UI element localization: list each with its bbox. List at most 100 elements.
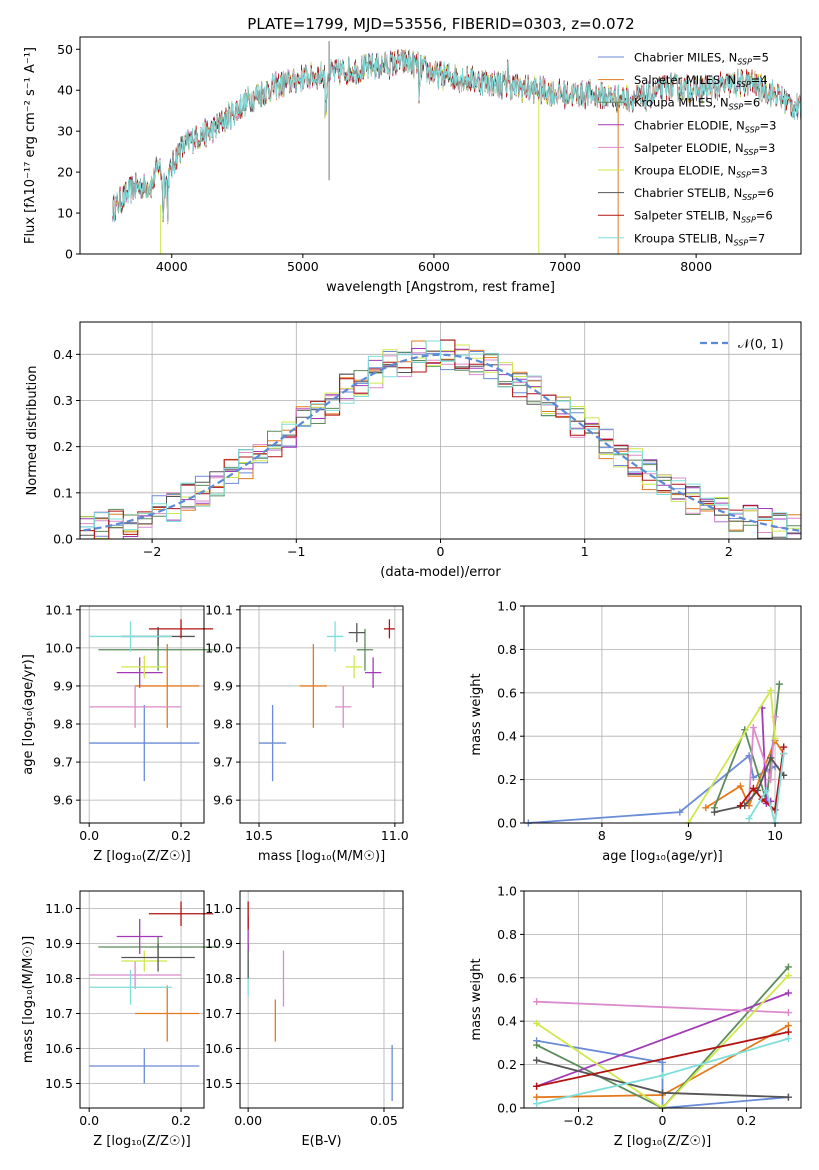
weight-line <box>536 1039 789 1109</box>
legend-label-count: =4 <box>751 73 768 87</box>
y-tick-label: 0.4 <box>497 729 517 744</box>
x-axis-label: Z [log₁₀(Z/Z☉)] <box>93 1134 190 1149</box>
weight-marker <box>702 804 710 812</box>
weight-marker <box>784 1022 792 1030</box>
data-point <box>299 644 327 728</box>
weight-marker <box>771 734 779 742</box>
x-axis-label: Z [log₁₀(Z/Z☉)] <box>614 1134 711 1149</box>
y-tick-label: 10.6 <box>45 1041 73 1056</box>
legend-label-text: Kroupa ELODIE, N <box>634 164 736 178</box>
x-tick-label: 0 <box>659 1113 667 1128</box>
x-axis-label: E(B-V) <box>301 1134 341 1149</box>
axes-frame <box>79 890 205 1109</box>
y-tick-label: 9.6 <box>53 793 73 808</box>
age_vs_Z-panel: 0.0 0.2 9.6 9.7 9.8 9.9 10.0 10.1 Z [log₁₀(Z/Z☉)… <box>21 602 218 864</box>
x-tick-label: −1 <box>287 544 305 559</box>
spectrum-plot-area <box>112 41 801 254</box>
weight-marker <box>749 784 757 792</box>
residuals-plot-area <box>80 339 801 539</box>
legend-label-count: =7 <box>748 231 765 245</box>
data-point <box>259 704 287 782</box>
legend-label: Kroupa ELODIE, NSSP=3 <box>634 164 768 180</box>
data-point <box>116 657 163 688</box>
figure-title: PLATE=1799, MJD=53556, FIBERID=0303, z=0… <box>247 15 634 33</box>
y-tick-label: 10.7 <box>205 1006 233 1021</box>
legend-label-count: =6 <box>757 186 774 200</box>
y-tick-label: 0.8 <box>497 927 517 942</box>
legend-label-subscript: SSP <box>734 238 749 247</box>
x-axis-label: wavelength [Angstrom, rest frame] <box>326 280 555 295</box>
x-tick-label: 2 <box>725 544 733 559</box>
y-tick-label: 0.2 <box>497 1057 517 1072</box>
weight-marker <box>767 687 775 695</box>
weight-marker <box>533 1019 541 1027</box>
y-tick-label: 10.8 <box>45 971 73 986</box>
residual-histogram <box>80 340 801 539</box>
y-tick-label: 10 <box>57 206 73 221</box>
weight-marker <box>676 808 684 816</box>
y-tick-label: 50 <box>57 42 73 57</box>
data-point <box>121 943 195 972</box>
weight-marker <box>533 1056 541 1064</box>
axes-frame <box>239 890 404 1109</box>
y-tick-label: 0.0 <box>53 532 73 547</box>
weight-marker <box>767 754 775 762</box>
legend-label: Salpeter ELODIE, NSSP=3 <box>634 141 775 157</box>
x-tick-label: −0.2 <box>563 1113 593 1128</box>
y-tick-label: 10.9 <box>45 936 73 951</box>
y-tick-label: 0.2 <box>497 772 517 787</box>
x-tick-label: −2 <box>143 544 161 559</box>
legend-label-subscript: SSP <box>736 80 751 89</box>
legend-label-subscript: SSP <box>737 58 752 67</box>
weight-line <box>713 684 781 809</box>
x-tick-label: 10.5 <box>245 828 273 843</box>
weight-marker <box>736 782 744 790</box>
weight-marker <box>784 1028 792 1036</box>
legend-label-text: Kroupa STELIB, N <box>634 231 734 245</box>
y-tick-label: 10.1 <box>205 602 233 617</box>
weight-marker <box>533 998 541 1006</box>
weight-line <box>536 1031 789 1088</box>
weight-marker <box>659 1089 666 1097</box>
x-tick-label: 0.00 <box>234 1113 262 1128</box>
spectrum-line <box>112 49 801 224</box>
residuals-legend: 𝒩(0, 1) <box>700 336 784 351</box>
legend-label: 𝒩(0, 1) <box>738 336 784 351</box>
y-axis-label: age [log₁₀(age/yr)] <box>21 654 36 775</box>
legend-label-subscript: SSP <box>729 103 744 112</box>
y-tick-label: 10.8 <box>205 971 233 986</box>
mass_vs_Z-panel: 0.0 0.2 10.5 10.6 10.7 10.8 10.9 11.0 Z [log₁₀(Z… <box>21 890 218 1149</box>
data-point <box>348 623 365 643</box>
legend-label-text: Salpeter STELIB, N <box>634 209 741 223</box>
weight-marker <box>780 750 788 758</box>
x-tick-label: 9 <box>684 828 692 843</box>
data-point <box>121 950 168 972</box>
x-tick-label: 6000 <box>418 259 450 274</box>
x-tick-label: 0.2 <box>171 1113 191 1128</box>
axes-frame <box>79 605 205 824</box>
age_vs_Z-plot-area <box>89 619 218 782</box>
x-tick-label: 5000 <box>287 259 319 274</box>
normal-curve <box>80 353 801 533</box>
y-tick-label: 10.6 <box>205 1041 233 1056</box>
y-tick-label: 0.3 <box>53 393 73 408</box>
weight-marker <box>762 786 770 794</box>
y-tick-label: 10.0 <box>205 640 233 655</box>
weight-marker <box>784 972 792 980</box>
weight-line <box>536 1000 789 1014</box>
y-tick-label: 0.6 <box>497 685 517 700</box>
legend-label: Kroupa STELIB, NSSP=7 <box>634 231 765 247</box>
y-axis-label: mass weight <box>469 673 484 755</box>
data-point <box>89 621 172 652</box>
weight-marker <box>784 1035 792 1043</box>
data-point <box>116 919 163 954</box>
weight-marker <box>533 1082 541 1090</box>
data-point <box>364 657 382 688</box>
y-tick-label: 9.9 <box>53 678 73 693</box>
data-point <box>148 619 214 639</box>
y-axis-label: Normed distribution <box>25 366 40 496</box>
legend-label: Chabrier STELIB, NSSP=6 <box>634 186 774 202</box>
weight-marker <box>533 1093 541 1101</box>
legend-label-text: Salpeter ELODIE, N <box>634 141 744 155</box>
